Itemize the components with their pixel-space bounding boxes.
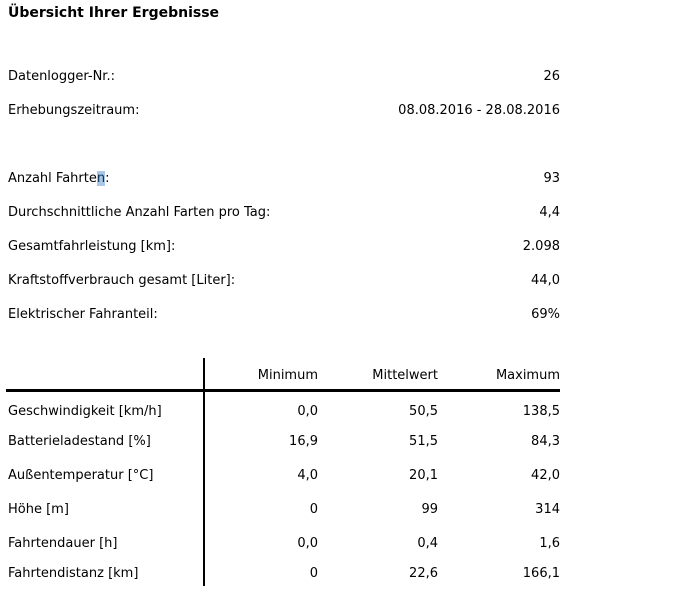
summary-row: Elektrischer Fahranteil: 69% <box>8 298 560 332</box>
summary-row: Durchschnittliche Anzahl Farten pro Tag:… <box>8 196 560 230</box>
summary-block-top: Datenlogger-Nr.: 26 Erhebungszeitraum: 0… <box>8 60 560 128</box>
cell-minimum: 0,0 <box>297 535 318 551</box>
cell-mittelwert: 22,6 <box>409 565 438 581</box>
row-label: Fahrtendauer [h] <box>6 526 205 560</box>
summary-label-text: Anzahl Fahrte <box>8 171 97 186</box>
summary-label: Gesamtfahrleistung [km]: <box>8 239 176 254</box>
table-row: Fahrtendistanz [km] 0 22,6 166,1 <box>6 560 560 586</box>
row-label: Außentemperatur [°C] <box>6 458 205 492</box>
summary-row: Erhebungszeitraum: 08.08.2016 - 28.08.20… <box>8 94 560 128</box>
table-row: Fahrtendauer [h] 0,0 0,4 1,6 <box>6 526 560 560</box>
cell-mittelwert: 20,1 <box>409 467 438 483</box>
cell-minimum: 0,0 <box>297 404 318 420</box>
stats-header-row: Minimum Mittelwert Maximum <box>6 358 560 392</box>
summary-value: 4,4 <box>539 205 560 220</box>
col-header-maximum: Maximum <box>438 358 560 392</box>
table-row: Außentemperatur [°C] 4,0 20,1 42,0 <box>6 458 560 492</box>
cell-maximum: 166,1 <box>522 565 560 581</box>
cell-minimum: 4,0 <box>297 467 318 483</box>
summary-label: Datenlogger-Nr.: <box>8 69 115 84</box>
table-row: Höhe [m] 0 99 314 <box>6 492 560 526</box>
stats-table: Minimum Mittelwert Maximum Geschwindigke… <box>6 358 560 586</box>
cell-maximum: 42,0 <box>531 467 560 483</box>
cell-maximum: 314 <box>535 501 560 517</box>
summary-row: Datenlogger-Nr.: 26 <box>8 60 560 94</box>
table-row: Batterieladestand [%] 16,9 51,5 84,3 <box>6 424 560 458</box>
summary-label: Kraftstoffverbrauch gesamt [Liter]: <box>8 273 236 288</box>
stats-header-empty <box>6 358 205 392</box>
summary-row: Anzahl Fahrten: 93 <box>8 162 560 196</box>
row-label: Batterieladestand [%] <box>6 424 205 458</box>
row-label: Höhe [m] <box>6 492 205 526</box>
summary-block-main: Anzahl Fahrten: 93 Durchschnittliche Anz… <box>8 162 560 332</box>
cell-maximum: 84,3 <box>531 433 560 449</box>
summary-value: 69% <box>531 307 560 322</box>
summary-value: 44,0 <box>531 273 560 288</box>
summary-row: Gesamtfahrleistung [km]: 2.098 <box>8 230 560 264</box>
summary-label-text: : <box>105 171 110 186</box>
summary-value: 26 <box>543 69 560 84</box>
summary-value: 2.098 <box>522 239 560 254</box>
cell-mittelwert: 0,4 <box>417 535 438 551</box>
col-header-minimum: Minimum <box>204 358 318 392</box>
cell-maximum: 1,6 <box>539 535 560 551</box>
cell-minimum: 0 <box>309 501 318 517</box>
text-selection-highlight[interactable]: n <box>96 171 106 186</box>
row-label: Fahrtendistanz [km] <box>6 560 205 586</box>
summary-label: Elektrischer Fahranteil: <box>8 307 158 322</box>
cell-minimum: 0 <box>309 565 318 581</box>
cell-maximum: 138,5 <box>522 404 560 420</box>
cell-minimum: 16,9 <box>289 433 318 449</box>
summary-label: Erhebungszeitraum: <box>8 103 140 118</box>
summary-value: 08.08.2016 - 28.08.2016 <box>398 103 560 118</box>
summary-label: Anzahl Fahrten: <box>8 162 109 196</box>
summary-label: Durchschnittliche Anzahl Farten pro Tag: <box>8 205 271 220</box>
cell-mittelwert: 99 <box>421 501 438 517</box>
table-row: Geschwindigkeit [km/h] 0,0 50,5 138,5 <box>6 390 560 424</box>
cell-mittelwert: 51,5 <box>409 433 438 449</box>
summary-row: Kraftstoffverbrauch gesamt [Liter]: 44,0 <box>8 264 560 298</box>
cell-mittelwert: 50,5 <box>409 404 438 420</box>
page-title: Übersicht Ihrer Ergebnisse <box>8 5 220 21</box>
col-header-mittelwert: Mittelwert <box>318 358 438 392</box>
summary-value: 93 <box>543 171 560 186</box>
row-label: Geschwindigkeit [km/h] <box>6 390 205 424</box>
